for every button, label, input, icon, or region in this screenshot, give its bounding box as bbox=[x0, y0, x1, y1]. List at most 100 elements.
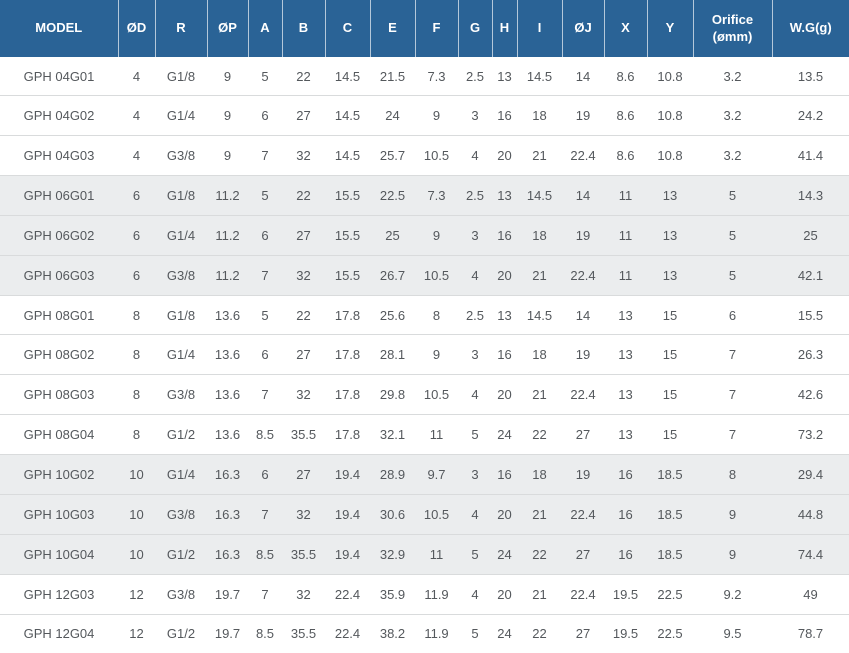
cell-b: 32 bbox=[282, 573, 325, 615]
cell-wg: 25 bbox=[772, 214, 849, 256]
column-header-wg: W.G(g) bbox=[771, 0, 849, 57]
cell-x: 8.6 bbox=[604, 95, 647, 136]
cell-e: 25.6 bbox=[370, 294, 415, 335]
cell-f: 10.5 bbox=[415, 374, 458, 415]
cell-b: 27 bbox=[282, 95, 325, 136]
cell-e: 25 bbox=[370, 214, 415, 256]
cell-g: 3 bbox=[458, 214, 492, 256]
cell-orifice: 3.2 bbox=[693, 135, 772, 176]
cell-orifice: 5 bbox=[693, 254, 772, 296]
cell-r: G3/8 bbox=[155, 573, 207, 615]
cell-x: 16 bbox=[604, 533, 647, 575]
cell-oj: 27 bbox=[562, 613, 604, 653]
cell-od: 12 bbox=[118, 573, 155, 615]
cell-orifice: 9 bbox=[693, 533, 772, 575]
cell-h: 13 bbox=[497, 68, 512, 84]
cell-e: 38.2 bbox=[370, 613, 415, 653]
cell-h: 20 bbox=[492, 494, 517, 535]
cell-c: 19.4 bbox=[325, 454, 370, 495]
cell-wg: 15.5 bbox=[772, 294, 849, 335]
table-row: GPH 06G02 6 G1/4 11.2 6 27 15.5 25 9 3 16 18 19 11 13 5… bbox=[0, 214, 849, 256]
cell-x: 11 bbox=[604, 254, 647, 296]
cell-b: 32 bbox=[282, 374, 325, 415]
table-row: GPH 06G03 6 G3/8 11.2 7 32 15.5 26.7 10.5 4 20 21 22… bbox=[0, 254, 849, 296]
table-row: GPH 12G04 12 G1/2 19.7 8.5 35.5 22.4 38.2 11.9 5 2… bbox=[0, 613, 849, 653]
cell-h: 24 bbox=[492, 533, 517, 575]
cell-orifice: 6 bbox=[693, 294, 772, 335]
cell-x: 19.5 bbox=[604, 613, 647, 653]
cell-wg: 44.8 bbox=[772, 494, 849, 535]
cell-od: 6 bbox=[118, 254, 155, 296]
cell-i: 21 bbox=[517, 135, 562, 176]
cell-oj: 27 bbox=[562, 414, 604, 455]
column-header-h: H bbox=[491, 0, 517, 57]
cell-model: GPH 12G03 bbox=[0, 573, 118, 615]
cell-e: 28.1 bbox=[370, 334, 415, 375]
cell-oj: 22.4 bbox=[562, 254, 604, 296]
cell-od: 10 bbox=[118, 454, 155, 495]
cell-r: G1/4 bbox=[155, 214, 207, 256]
cell-x: 19.5 bbox=[604, 573, 647, 615]
cell-h: 24 bbox=[492, 414, 517, 455]
cell-f: 9 bbox=[415, 214, 458, 256]
table-row: GPH 10G02 10 G1/4 16.3 6 27 19.4 28.9 9.7 3 16 18 19… bbox=[0, 454, 849, 495]
cell-orifice: 9.2 bbox=[693, 573, 772, 615]
column-header-x: X bbox=[603, 0, 647, 57]
cell-model: GPH 08G01 bbox=[0, 294, 118, 335]
cell-g: 4 bbox=[458, 254, 492, 296]
cell-a: 7 bbox=[248, 254, 282, 296]
cell-h: 20 bbox=[492, 374, 517, 415]
cell-oj: 19 bbox=[562, 334, 604, 375]
column-header-oj: ØJ bbox=[561, 0, 604, 57]
cell-r: G3/8 bbox=[155, 135, 207, 176]
cell-model: GPH 04G03 bbox=[0, 135, 118, 176]
column-header-od: ØD bbox=[117, 0, 155, 57]
cell-h: 24 bbox=[492, 613, 517, 653]
cell-r: G1/2 bbox=[155, 414, 207, 455]
table-row: GPH 04G03 4 G3/8 9 7 32 14.5 25.7 10.5 4 20 21 22.4 8… bbox=[0, 135, 849, 176]
column-header-f: F bbox=[414, 0, 458, 57]
cell-b: 22 bbox=[282, 294, 325, 335]
table-row: GPH 04G02 4 G1/4 9 6 27 14.5 24 9 3 16 18 19 8.6 10.8 3… bbox=[0, 95, 849, 136]
cell-f: 7.3 bbox=[415, 174, 458, 216]
cell-c: 15.5 bbox=[325, 254, 370, 296]
cell-i: 21 bbox=[517, 573, 562, 615]
cell-wg: 26.3 bbox=[772, 334, 849, 375]
cell-e: 26.7 bbox=[370, 254, 415, 296]
cell-g: 4 bbox=[458, 135, 492, 176]
cell-y: 22.5 bbox=[647, 613, 693, 653]
cell-g: 2.5 bbox=[458, 174, 492, 216]
column-header-r: R bbox=[154, 0, 207, 57]
cell-wg: 24.2 bbox=[772, 95, 849, 136]
cell-i: 14.5 bbox=[526, 68, 553, 84]
cell-od: 4 bbox=[132, 68, 141, 84]
cell-e: 32.1 bbox=[370, 414, 415, 455]
cell-a: 5 bbox=[261, 68, 269, 84]
cell-op: 9 bbox=[207, 135, 248, 176]
column-header-orifice: Orifice (ømm) bbox=[692, 0, 772, 57]
column-header-model: MODEL bbox=[0, 0, 118, 57]
cell-x: 11 bbox=[604, 174, 647, 216]
cell-orifice: 8 bbox=[693, 454, 772, 495]
cell-op: 13.6 bbox=[207, 374, 248, 415]
cell-f: 10.5 bbox=[415, 254, 458, 296]
cell-orifice: 5 bbox=[693, 214, 772, 256]
cell-f: 11 bbox=[415, 533, 458, 575]
table-row: GPH 10G04 10 G1/2 16.3 8.5 35.5 19.4 32.9 11 5 24 2… bbox=[0, 533, 849, 575]
cell-g: 2.5 bbox=[458, 294, 492, 335]
cell-oj: 19 bbox=[562, 214, 604, 256]
cell-f: 10.5 bbox=[415, 135, 458, 176]
cell-od: 4 bbox=[118, 135, 155, 176]
cell-h: 16 bbox=[492, 334, 517, 375]
cell-h: 20 bbox=[492, 573, 517, 615]
cell-op: 16.3 bbox=[207, 454, 248, 495]
cell-b: 22 bbox=[296, 68, 311, 84]
cell-h: 20 bbox=[492, 254, 517, 296]
cell-model: GPH 04G01 bbox=[23, 68, 95, 84]
cell-g: 3 bbox=[458, 334, 492, 375]
cell-a: 7 bbox=[248, 374, 282, 415]
cell-y: 18.5 bbox=[647, 533, 693, 575]
cell-wg: 78.7 bbox=[772, 613, 849, 653]
cell-model: GPH 10G02 bbox=[0, 454, 118, 495]
cell-i: 21 bbox=[517, 494, 562, 535]
